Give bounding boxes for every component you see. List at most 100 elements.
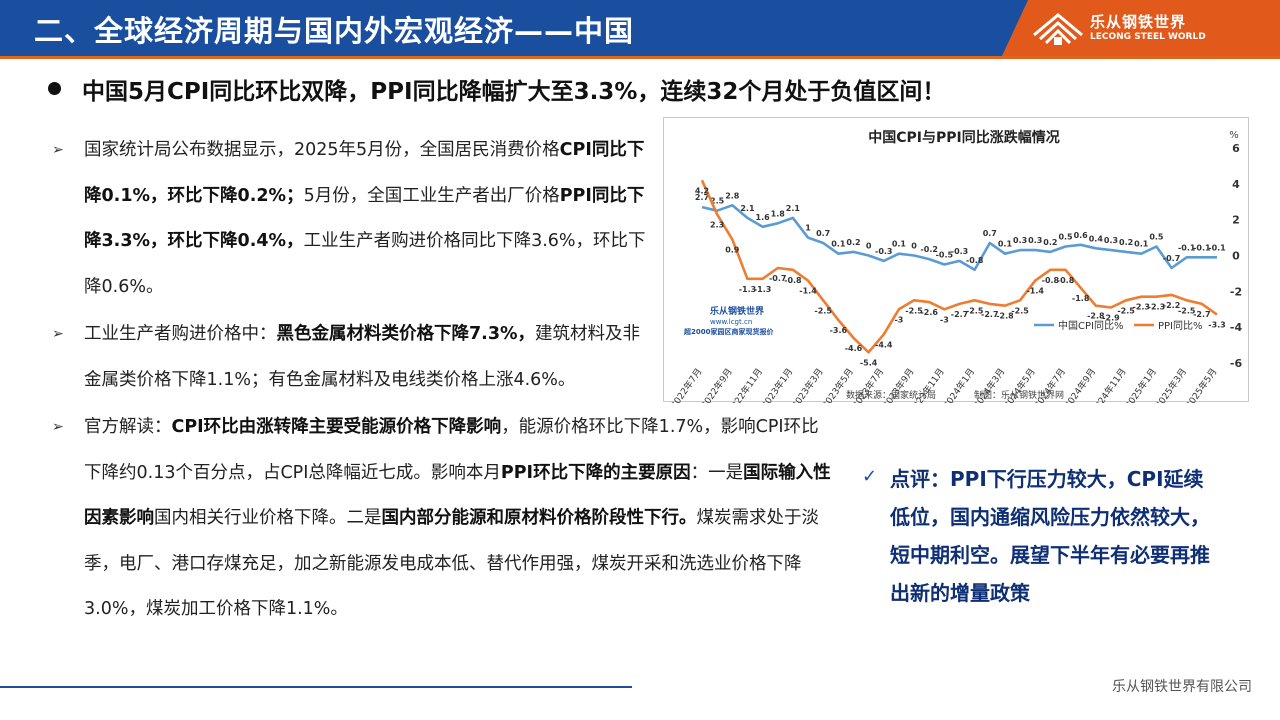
x-tick-label: 2025年3月 (1153, 366, 1190, 403)
arrow-bullet-icon: ➢ (52, 419, 64, 435)
bullet-text: 煤炭需求处于淡季，电厂、港口存煤充足，加之新能源发电成本低、替代作用强，煤炭开采… (84, 508, 819, 619)
data-label: 2.1 (786, 204, 801, 213)
x-tick-label: 2024年9月 (1062, 366, 1099, 403)
data-label: 0.3 (1104, 236, 1118, 245)
cpi-ppi-chart: 中国CPI与PPI同比涨跌幅情况% 6 4 2 0 -2 -4 -6 2022年7月 2022年9… (663, 117, 1249, 403)
x-tick-label: 2022年9月 (698, 366, 735, 403)
data-label: 0.7 (983, 229, 997, 238)
data-label: 0.1 (998, 240, 1013, 249)
y-tick-label: -6 (1230, 357, 1243, 370)
data-label: -2.7 (1193, 310, 1211, 319)
bullet-text: 国内相关行业价格下降。二是 (154, 508, 382, 528)
logo-text-cn: 乐从钢铁世界 (1090, 13, 1187, 31)
data-label: 0.7 (816, 229, 830, 238)
data-label: -5.4 (860, 358, 878, 367)
x-tick-label: 2024年1月 (941, 366, 978, 403)
check-icon: ✓ (862, 466, 878, 487)
bullet-item-official-interpretation: ➢ 官方解读：CPI环比由涨转降主要受能源价格下降影响，能源价格环比下降1.7%… (52, 405, 832, 633)
data-label: -3 (894, 315, 903, 324)
bullet-bold-text: CPI环比由涨转降主要受能源价格下降影响 (171, 417, 502, 437)
bullet-bold-text: CPI同比下降0.1%，环比下降0.2%； (84, 140, 645, 206)
data-label: 0 (911, 242, 917, 251)
data-label: 0.1 (1134, 240, 1149, 249)
watermark-url: www.lcgt.cn (710, 318, 752, 326)
data-label: -2.5 (905, 306, 923, 315)
data-label: 4.2 (695, 186, 709, 195)
bullet-bold-text: 国际输入性因素影响 (84, 462, 831, 529)
data-label: -0.1 (1178, 243, 1196, 252)
data-label: -3.3 (1208, 321, 1226, 330)
x-tick-label: 2025年5月 (1183, 366, 1220, 403)
data-label: -0.8 (1057, 276, 1075, 285)
logo-panel (1002, 0, 1280, 56)
data-label: 0 (866, 242, 872, 251)
bullet-text: 官方解读： (84, 417, 172, 437)
bullet-item-purchase-prices: ➢ 工业生产者购进价格中：黑色金属材料类价格下降7.3%，建筑材料及非金属类价格… (52, 312, 652, 403)
data-label: -0.7 (769, 274, 787, 283)
data-label: 0.2 (1119, 238, 1133, 247)
data-label: 2.1 (740, 204, 755, 213)
arrow-bullet-icon: ➢ (52, 142, 64, 158)
data-label: 0.2 (846, 238, 860, 247)
data-label: 0.5 (1149, 233, 1164, 242)
data-label: -2.3 (1133, 303, 1151, 312)
header-divider (0, 56, 1280, 59)
arrow-bullet-icon: ➢ (52, 326, 64, 342)
data-label: -2.5 (966, 306, 984, 315)
data-label: -3 (940, 315, 949, 324)
data-label: -2.5 (1178, 306, 1196, 315)
data-label: -0.1 (1193, 243, 1211, 252)
data-label: -1.3 (754, 285, 772, 294)
bullet-text: 工业生产者购进价格中： (84, 324, 277, 344)
data-label: -2.6 (920, 308, 938, 317)
bullet-bold-text: 黑色金属材料类价格下降7.3%， (276, 324, 536, 344)
data-label: -1.3 (739, 285, 757, 294)
y-tick-label: 2 (1232, 214, 1240, 227)
legend-label: 中国CPI同比% (1058, 319, 1123, 332)
y-tick-label: -4 (1230, 321, 1243, 334)
y-tick-label: 4 (1232, 178, 1240, 191)
headline-bullet-icon (48, 82, 61, 95)
cpi-series-line (701, 204, 1217, 272)
data-label: -2.5 (1011, 306, 1029, 315)
data-label: -2.2 (1163, 301, 1181, 310)
y-tick-label: -2 (1230, 285, 1242, 298)
legend-label: PPI同比% (1158, 320, 1203, 332)
comment-box: ✓ 点评：PPI下行压力较大，CPI延续低位，国内通缩风险压力依然较大，短中期利… (862, 460, 1222, 612)
bullet-text: 国家统计局公布数据显示，2025年5月份，全国居民消费价格 (84, 140, 560, 160)
data-label: -2.8 (996, 312, 1014, 321)
data-label: -0.3 (875, 247, 893, 256)
data-label: 2.5 (710, 197, 725, 206)
bullet-bold-text: 国内部分能源和原材料价格阶段性下行。 (381, 508, 697, 528)
y-axis-unit: % (1229, 130, 1239, 141)
data-label: 1.6 (756, 213, 771, 222)
logo-text-en: LECONG STEEL WORLD (1090, 32, 1206, 42)
bullet-text: 工业生产者购进价格同比下降3.6%，环比下降0.6%。 (84, 231, 646, 297)
ppi-series-line (700, 179, 1218, 354)
chart-svg: 中国CPI与PPI同比涨跌幅情况 %6 4 2 0 -2 -4 -6 2022年7月2022年9… (668, 129, 1243, 403)
data-label: -4.4 (875, 340, 893, 349)
company-logo-icon (1033, 13, 1083, 45)
data-label: -2.5 (814, 306, 832, 315)
chart-maker-note: 制图：乐从钢铁世界网 (974, 389, 1064, 401)
chart-title: 中国CPI与PPI同比涨跌幅情况 (868, 129, 1059, 146)
data-label: 2.8 (725, 191, 740, 200)
footer-company: 乐从钢铁世界有限公司 (1112, 679, 1252, 695)
data-label: -2.8 (1087, 312, 1105, 321)
x-tick-label: 2023年1月 (759, 366, 796, 403)
data-label: -4.6 (845, 344, 863, 353)
slide-title: 二、全球经济周期与国内外宏观经济——中国 (34, 14, 635, 48)
chart-source-note: 数据来源：国家统计局 (846, 389, 936, 401)
data-label: 1 (805, 224, 811, 233)
data-label: -2.9 (1102, 313, 1120, 322)
data-label: 0.9 (725, 245, 740, 254)
data-label: 0.6 (1074, 231, 1089, 240)
data-label: -1.4 (1026, 287, 1044, 296)
data-label: 0.2 (1043, 238, 1057, 247)
data-label: 2.3 (710, 220, 724, 229)
bullet-item-stats: ➢ 国家统计局公布数据显示，2025年5月份，全国居民消费价格CPI同比下降0.… (52, 128, 652, 310)
bullet-text: ，能源价格环比下降1.7%，影响CPI环比下降约0.13个百分点，占CPI总降幅… (84, 417, 819, 483)
data-label: -0.5 (936, 250, 954, 259)
data-label: -2.5 (1117, 306, 1135, 315)
data-label: -0.8 (784, 276, 802, 285)
